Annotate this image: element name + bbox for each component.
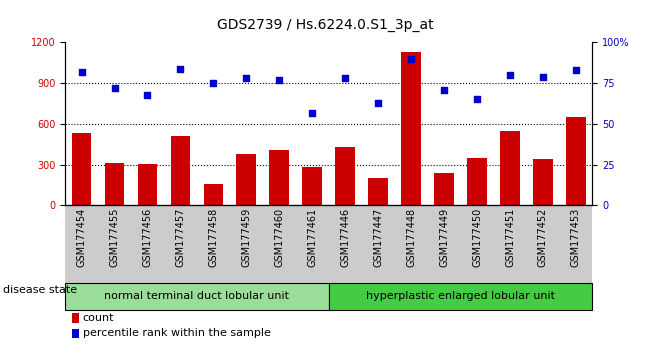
- Point: [109, 85, 120, 91]
- Bar: [467, 158, 487, 205]
- Point: [439, 87, 449, 92]
- Point: [472, 97, 482, 102]
- Text: count: count: [83, 313, 114, 323]
- Point: [307, 110, 318, 115]
- Bar: [566, 117, 586, 205]
- Bar: [533, 159, 553, 205]
- Point: [538, 74, 548, 80]
- Point: [175, 66, 186, 72]
- Bar: [105, 163, 124, 205]
- Text: GDS2739 / Hs.6224.0.S1_3p_at: GDS2739 / Hs.6224.0.S1_3p_at: [217, 18, 434, 32]
- Text: normal terminal duct lobular unit: normal terminal duct lobular unit: [104, 291, 290, 302]
- Bar: [270, 150, 289, 205]
- Text: percentile rank within the sample: percentile rank within the sample: [83, 329, 271, 338]
- Point: [340, 75, 350, 81]
- Bar: [236, 154, 256, 205]
- Point: [143, 92, 153, 97]
- Text: disease state: disease state: [3, 285, 77, 295]
- Point: [274, 77, 284, 83]
- Point: [406, 56, 417, 62]
- Bar: [401, 52, 421, 205]
- Bar: [500, 131, 520, 205]
- Bar: [204, 184, 223, 205]
- Point: [241, 75, 251, 81]
- Point: [571, 67, 581, 73]
- Bar: [171, 136, 190, 205]
- Bar: [335, 147, 355, 205]
- Text: hyperplastic enlarged lobular unit: hyperplastic enlarged lobular unit: [366, 291, 555, 302]
- Bar: [368, 177, 388, 205]
- Point: [208, 80, 219, 86]
- Bar: [302, 167, 322, 205]
- Bar: [434, 173, 454, 205]
- Bar: [72, 133, 91, 205]
- Point: [76, 69, 87, 75]
- Bar: [137, 164, 158, 205]
- Point: [505, 72, 515, 78]
- Point: [373, 100, 383, 105]
